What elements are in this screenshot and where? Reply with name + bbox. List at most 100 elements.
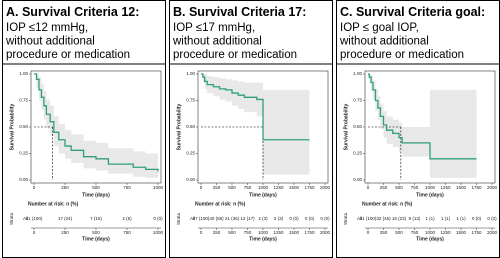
risk-value: 32 (45) [376,216,391,221]
panel-title: A. Survival Criteria 12: [6,5,139,19]
risk-value: 17 (24) [58,216,73,221]
risk-tick-label: 1750 [304,230,315,235]
risk-value: 0 (0) [487,216,497,221]
risk-value: 1 (1) [456,216,466,221]
y-tick-label: 0.25 [19,151,28,156]
x-tick-label: 1750 [471,185,482,190]
survival-curve [34,73,159,172]
risk-tick-label: 2000 [320,230,331,235]
x-axis-label: Time (days) [249,192,277,198]
risk-tick-label: 500 [92,230,100,235]
panel-subtitle: without additional [172,36,262,48]
risk-tick-label: 1250 [440,230,451,235]
risk-tick-label: 750 [411,230,419,235]
risk-tick-label: 1250 [273,230,284,235]
risk-tick-label: 1000 [425,230,436,235]
x-axis-label: Time (days) [82,192,110,198]
risk-tick-label: 750 [123,230,131,235]
risk-value: 0 (0) [472,216,482,221]
x-tick-label: 500 [92,185,100,190]
risk-tick-label: 0 [33,230,36,235]
survival-curve [368,73,477,160]
risk-value: 2 (3) [274,216,284,221]
risk-tick-label: 500 [395,230,403,235]
risk-value: 9 (13) [409,216,421,221]
risk-x-label: Time (days) [249,236,277,242]
risk-value: 1 (1) [441,216,451,221]
x-tick-label: 250 [380,185,388,190]
y-axis-label: Survival Probability [343,103,349,150]
risk-title: Number at risk: n (%) [28,201,79,207]
x-tick-label: 2000 [320,185,331,190]
y-tick-label: 0.50 [353,124,362,129]
x-tick-label: 0 [33,185,36,190]
y-tick-label: 0.00 [186,177,195,182]
x-tick-label: 250 [61,185,69,190]
confidence-band [34,74,158,179]
x-tick-label: 1500 [289,185,300,190]
risk-tick-label: 250 [380,230,388,235]
risk-strata-label: Strata [343,213,348,226]
risk-value: 12 (17) [240,216,255,221]
panel-subtitle: IOP ≤17 mmHg, [173,22,255,34]
x-tick-label: 750 [411,185,419,190]
y-tick-label: 0.00 [19,177,28,182]
x-tick-label: 1000 [153,185,164,190]
x-tick-label: 750 [123,185,131,190]
y-tick-label: 0.50 [19,124,28,129]
risk-value: 41 (100) [26,216,43,221]
survival-curve [201,73,310,141]
risk-value: 47 (100) [193,216,210,221]
risk-tick-label: 1500 [456,230,467,235]
risk-series-name: All [23,216,28,221]
x-tick-label: 0 [367,185,370,190]
risk-series-name: All [357,216,362,221]
risk-strata-label: Strata [9,213,14,226]
x-tick-label: 1750 [304,185,315,190]
risk-tick-label: 1000 [258,230,269,235]
x-tick-label: 500 [395,185,403,190]
risk-value: 2 (5) [122,216,132,221]
x-tick-label: 1500 [456,185,467,190]
risk-x-label: Time (days) [416,236,444,242]
y-tick-label: 0.25 [353,151,362,156]
x-tick-label: 1250 [273,185,284,190]
risk-tick-label: 750 [244,230,252,235]
confidence-band [201,74,310,175]
y-tick-label: 1.00 [186,71,195,76]
risk-strata-label: Strata [176,213,181,226]
panel-title: C. Survival Criteria goal: [340,5,485,19]
risk-tick-label: 1000 [153,230,164,235]
x-tick-label: 2000 [487,185,498,190]
x-tick-label: 500 [228,185,236,190]
risk-value: 2 (3) [258,216,268,221]
y-tick-label: 0.00 [353,177,362,182]
risk-tick-label: 250 [61,230,69,235]
risk-value: 0 (0) [320,216,330,221]
confidence-band [368,74,477,178]
risk-value: 21 (36) [225,216,240,221]
risk-title: Number at risk: n (%) [362,201,413,207]
panel-subtitle: IOP ≤12 mmHg, [6,22,88,34]
risk-value: 40 (58) [209,216,224,221]
x-tick-label: 0 [200,185,203,190]
risk-value: 7 (16) [90,216,102,221]
y-tick-label: 0.75 [186,98,195,103]
risk-tick-label: 0 [367,230,370,235]
y-tick-label: 0.75 [353,98,362,103]
y-tick-label: 1.00 [19,71,28,76]
x-tick-label: 250 [213,185,221,190]
x-tick-label: 750 [244,185,252,190]
risk-tick-label: 500 [228,230,236,235]
panel-subtitle: procedure or medication [6,49,130,61]
risk-value: 0 (0) [153,216,163,221]
panel-subtitle: without additional [339,36,429,48]
panel-title: B. Survival Criteria 17: [173,5,306,19]
panel-subtitle: procedure or medication [173,49,297,61]
y-tick-label: 0.25 [186,151,195,156]
panel-subtitle: IOP ≤ goal IOP, [340,22,419,34]
x-tick-label: 1000 [425,185,436,190]
risk-tick-label: 0 [200,230,203,235]
risk-tick-label: 1500 [289,230,300,235]
risk-value: 0 (0) [289,216,299,221]
